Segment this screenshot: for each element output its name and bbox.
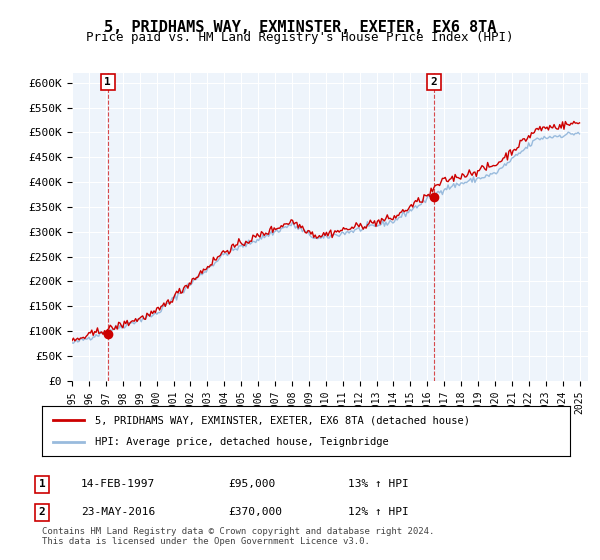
Text: Price paid vs. HM Land Registry's House Price Index (HPI): Price paid vs. HM Land Registry's House …: [86, 31, 514, 44]
Text: 14-FEB-1997: 14-FEB-1997: [81, 479, 155, 489]
Text: £95,000: £95,000: [228, 479, 275, 489]
Text: 5, PRIDHAMS WAY, EXMINSTER, EXETER, EX6 8TA (detached house): 5, PRIDHAMS WAY, EXMINSTER, EXETER, EX6 …: [95, 415, 470, 425]
Text: 2: 2: [38, 507, 46, 517]
Text: 5, PRIDHAMS WAY, EXMINSTER, EXETER, EX6 8TA: 5, PRIDHAMS WAY, EXMINSTER, EXETER, EX6 …: [104, 20, 496, 35]
Text: 12% ↑ HPI: 12% ↑ HPI: [348, 507, 409, 517]
Text: Contains HM Land Registry data © Crown copyright and database right 2024.
This d: Contains HM Land Registry data © Crown c…: [42, 526, 434, 546]
Text: 23-MAY-2016: 23-MAY-2016: [81, 507, 155, 517]
Text: £370,000: £370,000: [228, 507, 282, 517]
Text: 1: 1: [104, 77, 111, 87]
Text: 13% ↑ HPI: 13% ↑ HPI: [348, 479, 409, 489]
Text: 1: 1: [38, 479, 46, 489]
Text: 2: 2: [431, 77, 437, 87]
Text: HPI: Average price, detached house, Teignbridge: HPI: Average price, detached house, Teig…: [95, 437, 389, 447]
